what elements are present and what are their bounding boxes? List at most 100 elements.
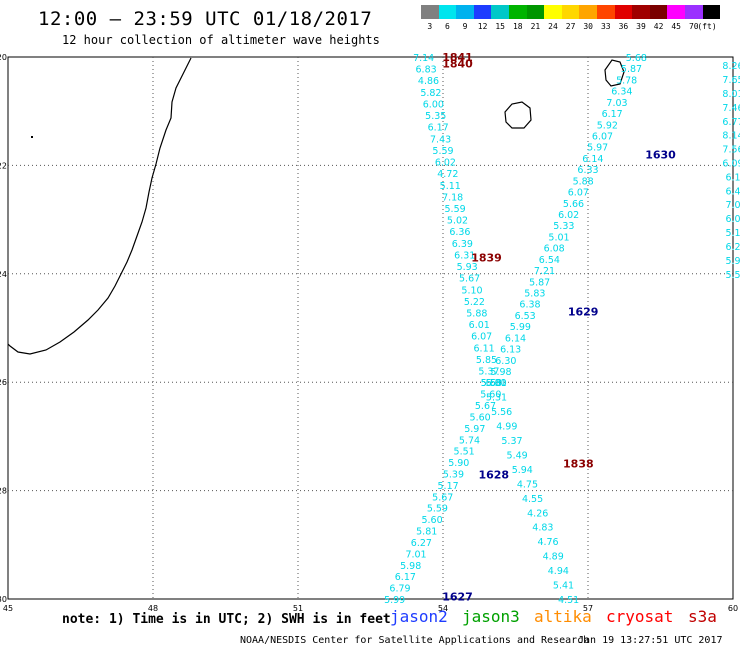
swh-value: 6.1 xyxy=(725,172,740,183)
swh-value: 5.99 xyxy=(384,595,405,606)
swh-value: 5.56 xyxy=(491,407,512,418)
axis-labels: -20 -22 -24 -26 -28 -3045 48 51 54 57 60 xyxy=(0,53,738,613)
swh-value: 5.31 xyxy=(486,378,507,389)
swh-value: 5.59 xyxy=(427,504,448,515)
swh-value: 8.14 xyxy=(722,131,740,142)
lat-label: -28 xyxy=(0,487,7,496)
swh-value: 5.68 xyxy=(626,53,647,64)
swh-value: 5.98 xyxy=(400,561,421,572)
swh-value: 6.53 xyxy=(515,311,536,322)
pass-time-label: 1628 xyxy=(478,468,509,481)
swh-value: 6.00 xyxy=(486,378,507,389)
swh-value: 4.86 xyxy=(418,76,439,87)
pass-time-label: 1627 xyxy=(442,590,473,603)
swh-value: 7.56 xyxy=(722,145,740,156)
scale-swatch xyxy=(526,5,545,19)
swh-value: 5.59 xyxy=(445,204,466,215)
scale-label: 39 xyxy=(636,22,646,31)
pass-time-label: 1839 xyxy=(471,252,502,265)
pass-time-label: 1838 xyxy=(563,458,594,471)
satellite-jason3: jason3 xyxy=(462,607,520,626)
swh-value: 5.87 xyxy=(621,64,642,75)
scale-swatch xyxy=(579,5,597,19)
scale-swatch xyxy=(508,5,527,19)
swh-value: 5.37 xyxy=(501,436,522,447)
swh-value: 5.83 xyxy=(524,288,545,299)
swh-value: 5.78 xyxy=(616,75,637,86)
scale-label: 6 xyxy=(444,22,450,31)
swh-value: 5.68 xyxy=(481,378,502,389)
satellite-cryosat: cryosat xyxy=(606,607,674,626)
swh-value: 5.93 xyxy=(457,262,478,273)
swh-value: 6.17 xyxy=(395,572,416,583)
swh-value: 5.02 xyxy=(447,216,468,227)
swh-value: 6.09 xyxy=(722,159,740,170)
map-frame xyxy=(7,56,734,600)
scale-swatch xyxy=(614,5,633,19)
swh-value: 6.02 xyxy=(435,158,456,169)
lon-label: 51 xyxy=(293,604,303,613)
swh-value: 6.36 xyxy=(449,227,470,238)
scale-label: 3 xyxy=(427,22,433,31)
satellite-s3a: s3a xyxy=(688,607,717,626)
swh-value: 5.5 xyxy=(725,270,740,281)
swh-value: 5.81 xyxy=(416,527,437,538)
swh-value: 6.54 xyxy=(539,255,560,266)
swh-value: 4.83 xyxy=(532,523,553,534)
swh-value: 5.87 xyxy=(529,277,550,288)
lon-label: 45 xyxy=(3,604,13,613)
swh-value: 4.76 xyxy=(537,537,558,548)
satellite-jason2: jason2 xyxy=(390,607,448,626)
swh-value: 4.99 xyxy=(496,422,517,433)
swh-value: 5.97 xyxy=(587,143,608,154)
scale-swatch xyxy=(561,5,580,19)
swh-value: 6.07 xyxy=(471,332,492,343)
swh-value: 6.00 xyxy=(423,99,444,110)
swh-value: 5.17 xyxy=(438,481,459,492)
swh-value: 6.39 xyxy=(452,239,473,250)
swh-value: 5.90 xyxy=(448,458,469,469)
swh-value: 6.13 xyxy=(500,345,521,356)
swh-value: 8.01 xyxy=(722,89,740,100)
swh-value: 6.34 xyxy=(611,87,632,98)
swh-value: 5.67 xyxy=(459,274,480,285)
swh-value: 5.41 xyxy=(553,581,574,592)
swh-value: 7.18 xyxy=(442,192,463,203)
swh-value: 6.79 xyxy=(389,584,410,595)
swh-value: 6.38 xyxy=(519,300,540,311)
color-scale xyxy=(421,5,721,19)
scale-swatch xyxy=(544,5,562,19)
swh-value: 5.92 xyxy=(597,120,618,131)
lon-label: 60 xyxy=(728,604,738,613)
scale-label: (ft) xyxy=(697,22,717,31)
footer-note: note: 1) Time is in UTC; 2) SWH is in fe… xyxy=(62,612,391,627)
lat-label: -22 xyxy=(0,161,7,170)
swh-value: 6.4 xyxy=(725,186,740,197)
swh-value: 5.31 xyxy=(486,393,507,404)
scale-swatch xyxy=(456,5,474,19)
lat-label: -30 xyxy=(0,595,7,604)
swh-value: 5.33 xyxy=(553,221,574,232)
swh-value: 5.88 xyxy=(573,176,594,187)
lon-label: 48 xyxy=(148,604,158,613)
scale-label: 18 xyxy=(512,22,523,31)
scale-label: 12 xyxy=(477,22,488,31)
swh-value: 5.9 xyxy=(725,256,740,267)
swh-value: 5.98 xyxy=(490,367,511,378)
swh-value: 5.01 xyxy=(548,232,569,243)
swh-value: 6.83 xyxy=(416,65,437,76)
swh-value: 6.08 xyxy=(544,244,565,255)
footer-generated: Jan 19 13:27:51 UTC 2017 xyxy=(578,635,723,646)
swh-value: 6.77 xyxy=(722,117,740,128)
swh-value: 4.94 xyxy=(548,566,569,577)
swh-value: 5.82 xyxy=(420,88,441,99)
scale-label: 30 xyxy=(583,22,594,31)
swh-value: 4.55 xyxy=(522,494,543,505)
scale-label: 36 xyxy=(618,22,629,31)
swh-value: 5.1 xyxy=(725,228,740,239)
swh-value: 5.49 xyxy=(507,450,528,461)
swh-value: 5.10 xyxy=(461,285,482,296)
swh-value: 5.60 xyxy=(421,515,442,526)
scale-label: 27 xyxy=(565,22,576,31)
